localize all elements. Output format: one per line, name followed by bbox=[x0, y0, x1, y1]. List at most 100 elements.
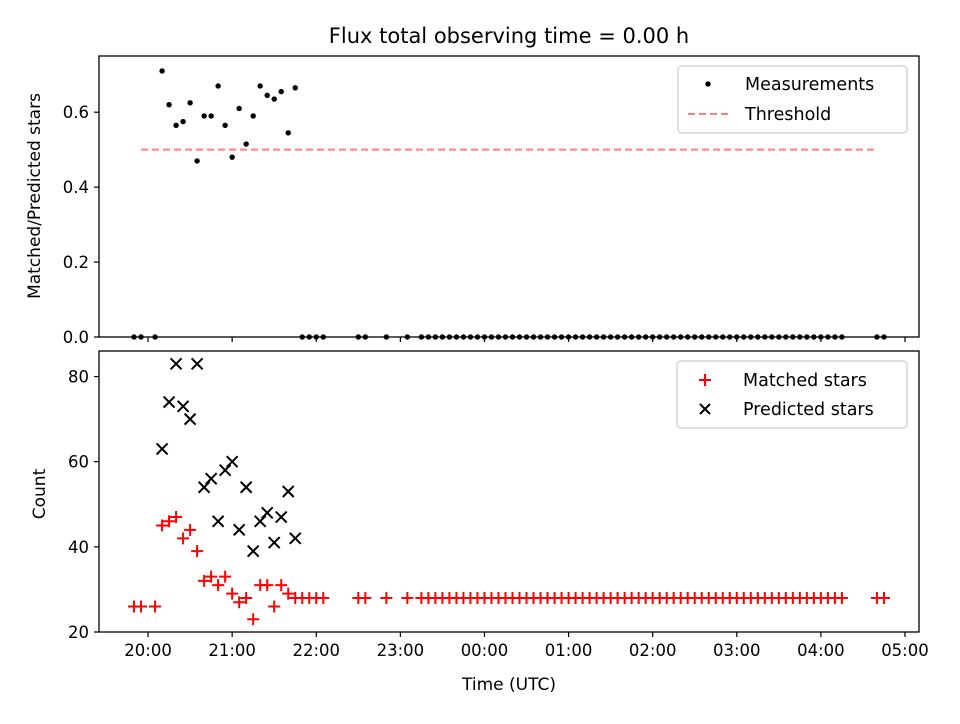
matched-star-point bbox=[835, 591, 848, 604]
legend-matched-label: Matched stars bbox=[743, 371, 867, 391]
measurement-point bbox=[460, 334, 467, 340]
predicted-star-point bbox=[211, 515, 225, 528]
top-y-axis-label: Matched/Predicted stars bbox=[25, 93, 45, 299]
measurement-point bbox=[537, 334, 544, 340]
measurement-point bbox=[299, 334, 305, 340]
matched-star-point bbox=[359, 591, 372, 604]
measurement-point bbox=[748, 334, 754, 340]
measurement-point bbox=[825, 334, 831, 340]
top-y-tick-label: 0.2 bbox=[63, 253, 89, 272]
measurement-point bbox=[271, 96, 277, 102]
top-plot-area bbox=[98, 55, 920, 338]
bottom-marks: 20:00 21:00 22:00 23:00 00:00 01:00 02:00 03:00… bbox=[68, 357, 929, 660]
legend-threshold-label: Threshold bbox=[744, 105, 831, 125]
measurement-point bbox=[551, 334, 558, 340]
measurement-point bbox=[614, 334, 621, 340]
predicted-star-point bbox=[246, 544, 260, 558]
measurement-point bbox=[635, 334, 642, 340]
measurement-point bbox=[264, 92, 270, 99]
measurement-point bbox=[685, 334, 691, 340]
measurement-point bbox=[607, 334, 614, 340]
predicted-star-point bbox=[218, 464, 232, 477]
measurement-point bbox=[285, 130, 291, 136]
matched-star-point bbox=[205, 570, 218, 583]
matched-star-point bbox=[212, 579, 225, 592]
matched-star-point bbox=[149, 600, 162, 613]
x-tick-label: 03:00 bbox=[713, 641, 761, 660]
measurement-point bbox=[446, 334, 453, 340]
bottom-plot-area bbox=[98, 350, 920, 633]
x-tick-label: 02:00 bbox=[629, 641, 677, 660]
measurement-point bbox=[649, 334, 656, 340]
measurement-point bbox=[544, 334, 551, 340]
measurement-point bbox=[250, 113, 256, 119]
matched-star-point bbox=[163, 515, 176, 528]
bottom-y-tick-label: 20 bbox=[68, 623, 89, 642]
measurement-point bbox=[586, 334, 593, 340]
measurement-point bbox=[467, 334, 474, 340]
legend-predicted-label: Predicted stars bbox=[743, 400, 874, 420]
matched-star-point bbox=[135, 600, 148, 613]
matched-star-point bbox=[233, 596, 246, 609]
predicted-star-point bbox=[169, 357, 183, 370]
measurement-point bbox=[811, 334, 817, 340]
legend-measurements-marker bbox=[705, 81, 711, 87]
measurement-point bbox=[313, 334, 319, 340]
measurement-point bbox=[215, 83, 221, 89]
measurement-point bbox=[663, 334, 670, 340]
measurement-point bbox=[222, 122, 228, 129]
measurement-point bbox=[439, 334, 446, 340]
matched-star-point bbox=[247, 613, 260, 626]
measurement-point bbox=[642, 334, 649, 340]
bottom-y-axis-label: Count bbox=[30, 468, 50, 519]
measurement-point bbox=[355, 334, 362, 340]
measurement-point bbox=[362, 334, 369, 340]
predicted-star-point bbox=[176, 400, 190, 413]
measurement-point bbox=[621, 334, 628, 340]
top-panel: Matched/Predicted stars bbox=[25, 55, 920, 338]
measurement-point bbox=[306, 334, 312, 340]
predicted-star-point bbox=[289, 532, 302, 545]
x-tick-label: 21:00 bbox=[208, 641, 256, 660]
matched-star-point bbox=[268, 600, 281, 613]
predicted-star-point bbox=[275, 510, 288, 524]
measurement-point bbox=[453, 334, 460, 340]
measurement-point bbox=[678, 334, 684, 340]
measurement-point bbox=[236, 105, 242, 112]
measurement-point bbox=[425, 334, 432, 340]
measurement-point bbox=[418, 334, 425, 340]
predicted-star-point bbox=[239, 481, 253, 494]
matched-star-point bbox=[877, 591, 890, 604]
matched-star-point bbox=[261, 579, 274, 592]
matched-star-point bbox=[191, 545, 204, 558]
predicted-star-point bbox=[225, 455, 239, 468]
top-legend-box bbox=[677, 65, 908, 134]
predicted-star-point bbox=[260, 506, 274, 519]
x-tick-label: 22:00 bbox=[292, 641, 340, 660]
legend-predicted-marker bbox=[699, 403, 711, 415]
measurement-point bbox=[769, 334, 775, 340]
predicted-star-point bbox=[155, 442, 169, 456]
measurement-point bbox=[783, 334, 789, 340]
measurement-point bbox=[741, 334, 747, 340]
top-legend: Measurements Threshold bbox=[677, 65, 908, 134]
x-tick-label: 01:00 bbox=[545, 641, 593, 660]
measurement-point bbox=[593, 334, 600, 340]
measurement-point bbox=[187, 100, 193, 106]
bottom-legend-box bbox=[676, 360, 908, 429]
legend-measurements-label: Measurements bbox=[745, 75, 874, 95]
chart-title: Flux total observing time = 0.00 h bbox=[329, 24, 689, 48]
measurement-point bbox=[734, 334, 740, 340]
predicted-star-point bbox=[268, 536, 281, 549]
measurement-point bbox=[320, 334, 326, 340]
matched-star-point bbox=[226, 587, 239, 600]
measurement-point bbox=[881, 334, 887, 340]
measurement-point bbox=[572, 334, 579, 340]
measurement-point bbox=[832, 334, 838, 340]
x-tick-label: 04:00 bbox=[797, 641, 845, 660]
measurement-point bbox=[530, 334, 537, 340]
measurement-point bbox=[243, 141, 249, 147]
measurement-point bbox=[797, 334, 803, 340]
measurement-point bbox=[152, 334, 158, 340]
predicted-star-point bbox=[190, 357, 204, 370]
